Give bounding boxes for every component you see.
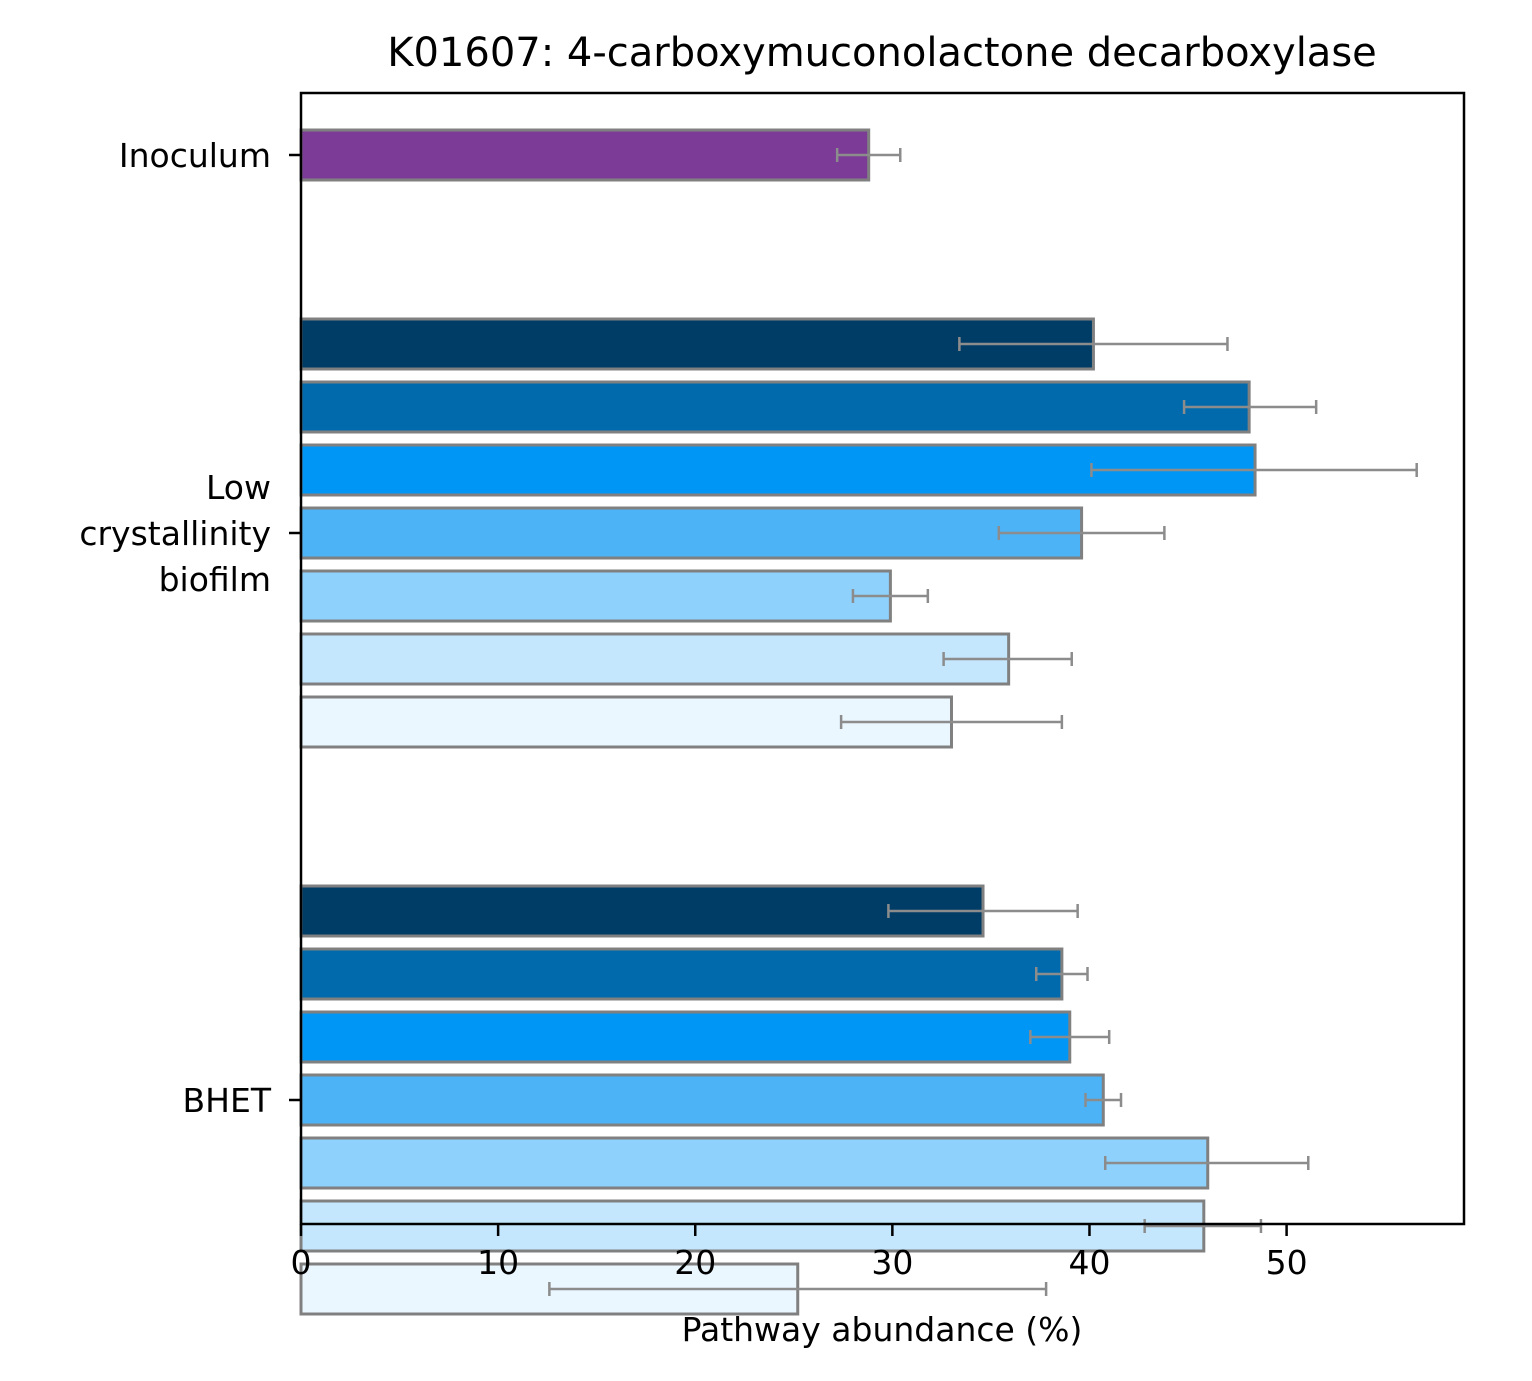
x-tick-label-1: 10	[477, 1243, 519, 1282]
axes-layer: Inoculum Low crystallinity biofilm BHET 0 10 20…	[79, 136, 1307, 1282]
error-bar-1-0	[958, 337, 1229, 351]
error-bar-0-0	[835, 148, 902, 162]
bar-1-5	[299, 632, 1011, 686]
y-tick-label-1: Low crystallinity biofilm	[79, 468, 271, 599]
error-bar-2-4	[1103, 1156, 1310, 1170]
error-bar-2-1	[1035, 967, 1089, 981]
bars-layer	[299, 128, 1418, 1316]
x-tick-label-2: 20	[674, 1243, 716, 1282]
error-bar-2-0	[887, 904, 1079, 918]
error-bar-1-6	[839, 715, 1064, 729]
x-tick-label-4: 40	[1068, 1243, 1110, 1282]
bar-0-0	[299, 128, 871, 182]
x-tick-label-5: 50	[1266, 1243, 1308, 1282]
error-bar-2-3	[1084, 1093, 1123, 1107]
bar-2-4	[299, 1136, 1210, 1190]
error-bar-2-2	[1029, 1030, 1111, 1044]
error-bar-1-2	[1090, 463, 1418, 477]
y-tick-label-0: Inoculum	[119, 136, 271, 175]
bar-2-3	[299, 1073, 1105, 1127]
error-bar-1-4	[851, 589, 930, 603]
bar-2-1	[299, 947, 1064, 1001]
chart-title: K01607: 4-carboxymuconolactone decarboxy…	[387, 30, 1377, 76]
bar-2-0	[299, 884, 985, 938]
bar-2-2	[299, 1010, 1072, 1064]
bar-2-5	[299, 1199, 1206, 1253]
bar-1-1	[299, 380, 1251, 434]
x-tick-label-3: 30	[871, 1243, 913, 1282]
bar-1-3	[299, 506, 1084, 560]
plot-area-frame	[299, 91, 1466, 1226]
error-bar-2-5	[1143, 1219, 1263, 1233]
error-bar-1-5	[942, 652, 1073, 666]
error-bar-1-1	[1182, 400, 1318, 414]
x-tick-label-0: 0	[291, 1243, 312, 1282]
error-bar-1-3	[997, 526, 1166, 540]
x-axis-label: Pathway abundance (%)	[682, 1310, 1083, 1349]
y-tick-label-2: BHET	[183, 1081, 272, 1120]
error-bar-2-6	[548, 1282, 1048, 1296]
bar-1-4	[299, 569, 892, 623]
